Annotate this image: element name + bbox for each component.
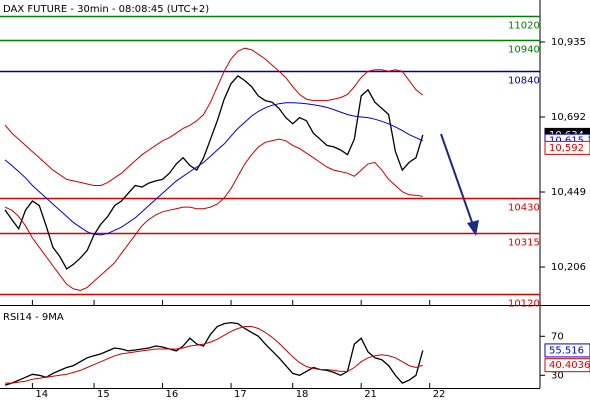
series-line — [4, 321, 424, 386]
level-label: 10940 — [508, 45, 540, 56]
x-tick-label: 22 — [433, 389, 446, 400]
series-line — [5, 326, 423, 384]
panel-title: DAX FUTURE - 30min - 08:08:45 (UTC+2) — [3, 4, 209, 15]
title-background — [0, 309, 70, 324]
price-tag — [544, 358, 590, 373]
price-tag-label: 55.516 — [549, 345, 584, 356]
price-tag — [544, 343, 590, 358]
series-line — [4, 102, 424, 236]
y-tick-label: 30 — [551, 370, 564, 381]
series-line — [4, 75, 424, 270]
series-line — [4, 138, 423, 292]
series-line — [4, 47, 424, 186]
x-tick-label: 21 — [364, 389, 377, 400]
y-tick-label: 10,692 — [551, 112, 586, 123]
y-tick-label: 70 — [551, 331, 564, 342]
x-tick-label: 18 — [296, 389, 309, 400]
x-tick-label: 14 — [35, 389, 48, 400]
x-tick-label: 17 — [234, 389, 247, 400]
level-label: 10430 — [508, 203, 540, 214]
level-label: 10120 — [508, 299, 540, 310]
x-tick-label: 16 — [166, 389, 179, 400]
price-tag-label: 10,592 — [549, 143, 584, 154]
title-background — [0, 1, 232, 16]
y-tick-label: 10,206 — [551, 262, 586, 273]
y-tick-label: 10,935 — [551, 37, 586, 48]
level-label: 11020 — [508, 21, 540, 32]
trend-arrow — [440, 133, 479, 236]
price-tag — [544, 140, 590, 155]
x-tick-label: 15 — [97, 389, 110, 400]
level-label: 10840 — [508, 76, 540, 87]
level-label: 10315 — [508, 238, 540, 249]
panel-title: RSI14 - 9MA — [3, 312, 64, 323]
price-tag-label: 40.4036 — [549, 360, 590, 371]
y-tick-label: 10,449 — [551, 187, 586, 198]
